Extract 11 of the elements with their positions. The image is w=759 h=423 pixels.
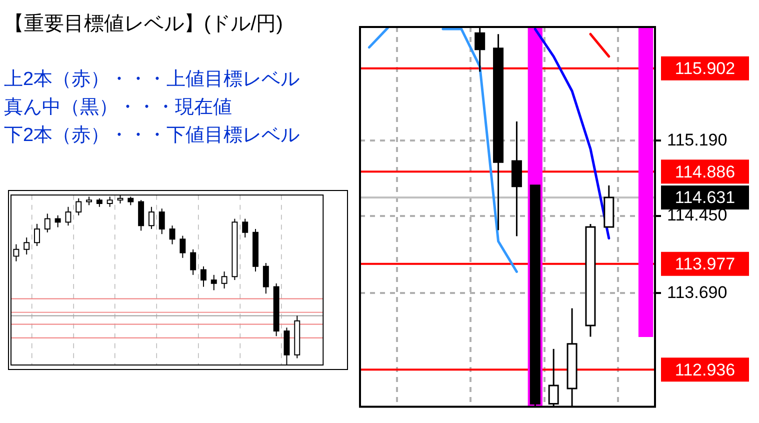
y-tick-label: 113.690 [667, 282, 728, 302]
ref-line-label: 114.886 [674, 162, 736, 182]
text: 上2本（赤）・・・上値目標レベル [4, 68, 300, 92]
ref-line-label: 114.631 [674, 188, 736, 208]
ref-line-label: 113.977 [674, 254, 736, 274]
text: 真ん中（黒）・・・現在値 [4, 96, 232, 120]
y-tick-label: 115.190 [667, 130, 728, 150]
text: 下2本（赤）・・・下値目標レベル [4, 124, 300, 148]
text: 【重要目標値レベル】(ドル/円) [4, 12, 283, 37]
ref-line-label: 112.936 [674, 360, 736, 380]
ref-line-label: 115.902 [674, 59, 736, 78]
